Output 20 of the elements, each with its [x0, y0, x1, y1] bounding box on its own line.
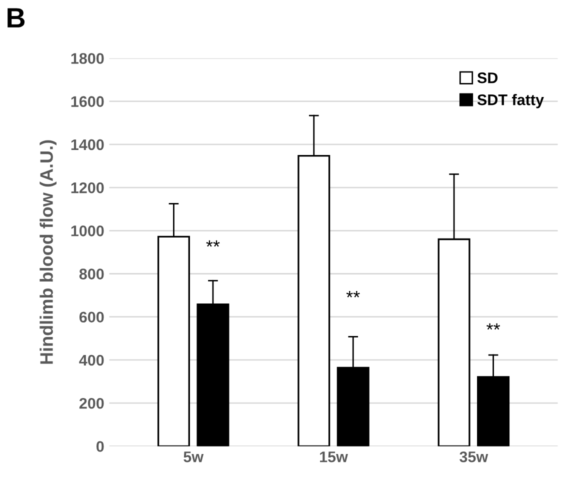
y-tick-label: 200 [79, 398, 104, 409]
y-tick-label: 1800 [71, 53, 104, 64]
annotation: ** [206, 240, 220, 247]
x-tick-label: 15w [320, 452, 348, 462]
y-tick-label: 1600 [71, 96, 104, 107]
chart-title: B [8, 8, 25, 28]
legend-label: SDT fatty [477, 94, 544, 108]
x-tick-label: 5w [184, 452, 204, 462]
y-tick-label: 0 [96, 441, 104, 452]
legend-label: SD [477, 72, 498, 84]
y-tick-label: 400 [79, 354, 104, 366]
y-tick-label: 800 [79, 268, 104, 280]
annotation: ** [346, 291, 360, 298]
y-tick-label: 1400 [71, 139, 104, 150]
y-tick-label: 1200 [71, 182, 104, 194]
x-tick-label: 35w [460, 451, 488, 462]
y-axis-title: Hindlimb blood flow (A.U.) [40, 140, 57, 364]
y-tick-label: 600 [79, 312, 104, 323]
y-tick-label: 1000 [71, 226, 104, 236]
annotation: ** [486, 323, 500, 330]
